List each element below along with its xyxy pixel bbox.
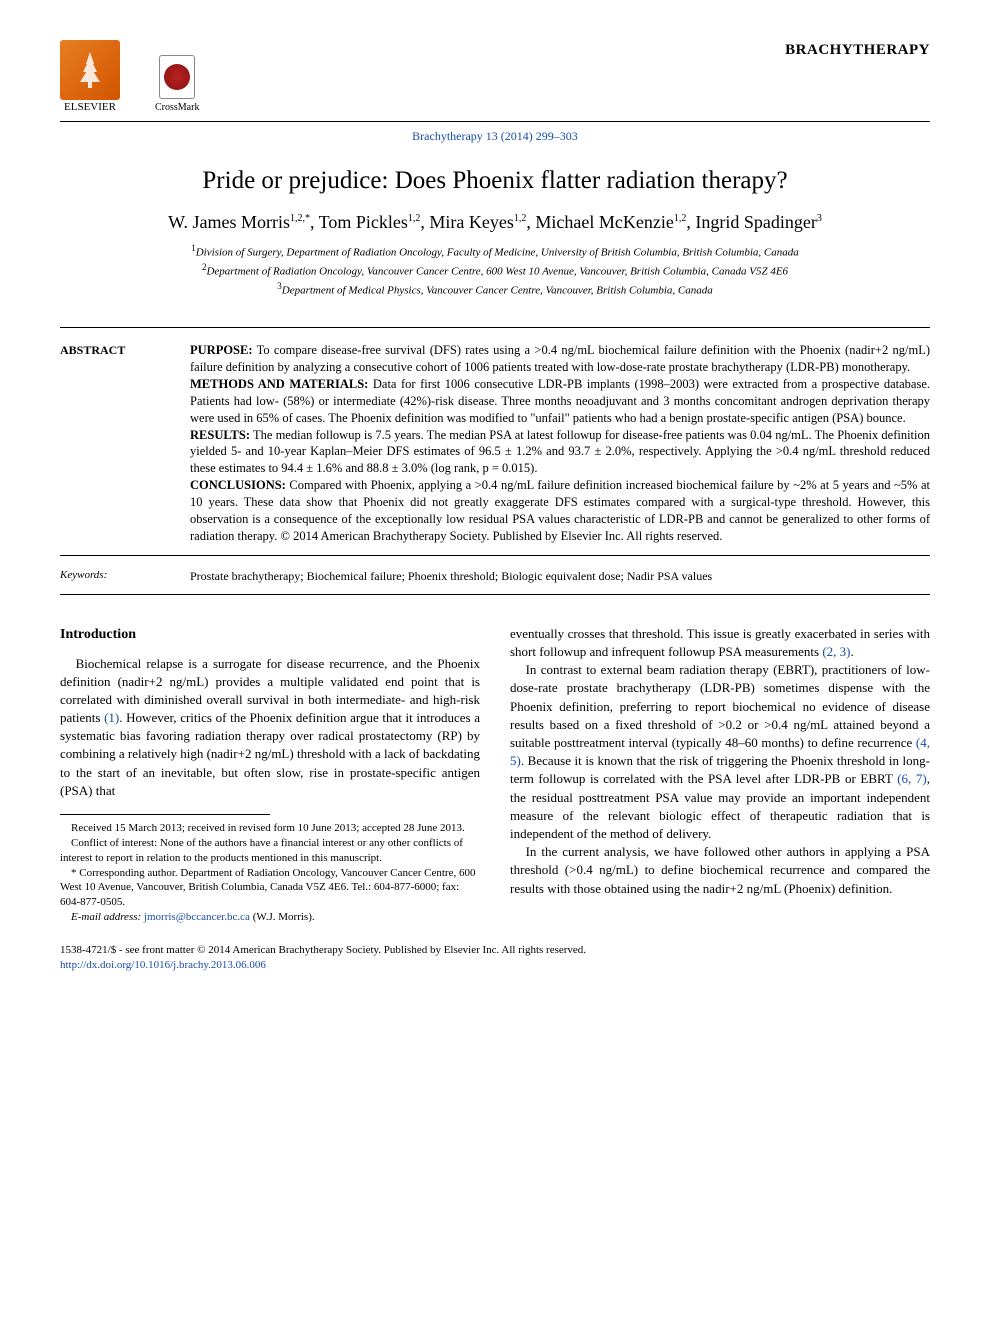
copyright-line: 1538-4721/$ - see front matter © 2014 Am… [60,943,930,958]
header-rule [60,121,930,122]
affiliations: 1Division of Surgery, Department of Radi… [60,242,930,299]
abstract-label: ABSTRACT [60,342,190,545]
abstract-results-head: RESULTS: [190,428,250,442]
abstract-section: ABSTRACT PURPOSE: To compare disease-fre… [60,327,930,556]
footnotes: Received 15 March 2013; received in revi… [60,821,480,925]
body-columns: Introduction Biochemical relapse is a su… [60,625,930,925]
abstract-purpose-text: To compare disease-free survival (DFS) r… [190,343,930,374]
footnote-received: Received 15 March 2013; received in revi… [60,821,480,836]
doi-link[interactable]: http://dx.doi.org/10.1016/j.brachy.2013.… [60,959,266,971]
footnote-corresponding: * Corresponding author. Department of Ra… [60,866,480,911]
abstract-purpose-head: PURPOSE: [190,343,253,357]
column-right: eventually crosses that threshold. This … [510,625,930,925]
footnote-coi: Conflict of interest: None of the author… [60,836,480,866]
author-list: W. James Morris1,2,*, Tom Pickles1,2, Mi… [60,210,930,234]
abstract-results-text: The median followup is 7.5 years. The me… [190,428,930,476]
keywords-row: Keywords: Prostate brachytherapy; Bioche… [60,562,930,595]
elsevier-tree-icon [60,40,120,100]
crossmark-badge[interactable]: CrossMark [155,55,199,115]
abstract-body: PURPOSE: To compare disease-free surviva… [190,342,930,545]
col2-p3: In the current analysis, we have followe… [510,843,930,898]
citation-line: Brachytherapy 13 (2014) 299–303 [60,128,930,144]
intro-p1: Biochemical relapse is a surrogate for d… [60,655,480,801]
footnote-email: E-mail address: jmorris@bccancer.bc.ca (… [60,910,480,925]
abstract-conclusions-text: Compared with Phoenix, applying a >0.4 n… [190,478,930,543]
crossmark-icon [159,55,195,99]
abstract-methods-head: METHODS AND MATERIALS: [190,377,368,391]
email-link[interactable]: jmorris@bccancer.bc.ca [144,911,250,923]
keywords-label: Keywords: [60,568,190,584]
elsevier-logo: ELSEVIER [60,40,120,115]
abstract-conclusions-head: CONCLUSIONS: [190,478,286,492]
footnote-separator [60,814,270,815]
article-title: Pride or prejudice: Does Phoenix flatter… [60,164,930,198]
crossmark-label: CrossMark [155,101,199,115]
affiliation-2: 2Department of Radiation Oncology, Vanco… [60,261,930,280]
page-container: ELSEVIER CrossMark BRACHYTHERAPY Brachyt… [0,0,990,1004]
publisher-name: ELSEVIER [64,100,116,115]
col2-p1: eventually crosses that threshold. This … [510,625,930,661]
keywords-text: Prostate brachytherapy; Biochemical fail… [190,568,930,584]
col2-p2: In contrast to external beam radiation t… [510,661,930,843]
logos-left: ELSEVIER CrossMark [60,40,199,115]
affiliation-3: 3Department of Medical Physics, Vancouve… [60,280,930,299]
column-left: Introduction Biochemical relapse is a su… [60,625,480,925]
journal-name: BRACHYTHERAPY [785,40,930,60]
intro-heading: Introduction [60,625,480,645]
page-footer: 1538-4721/$ - see front matter © 2014 Am… [60,943,930,974]
affiliation-1: 1Division of Surgery, Department of Radi… [60,242,930,261]
header-row: ELSEVIER CrossMark BRACHYTHERAPY [60,40,930,115]
